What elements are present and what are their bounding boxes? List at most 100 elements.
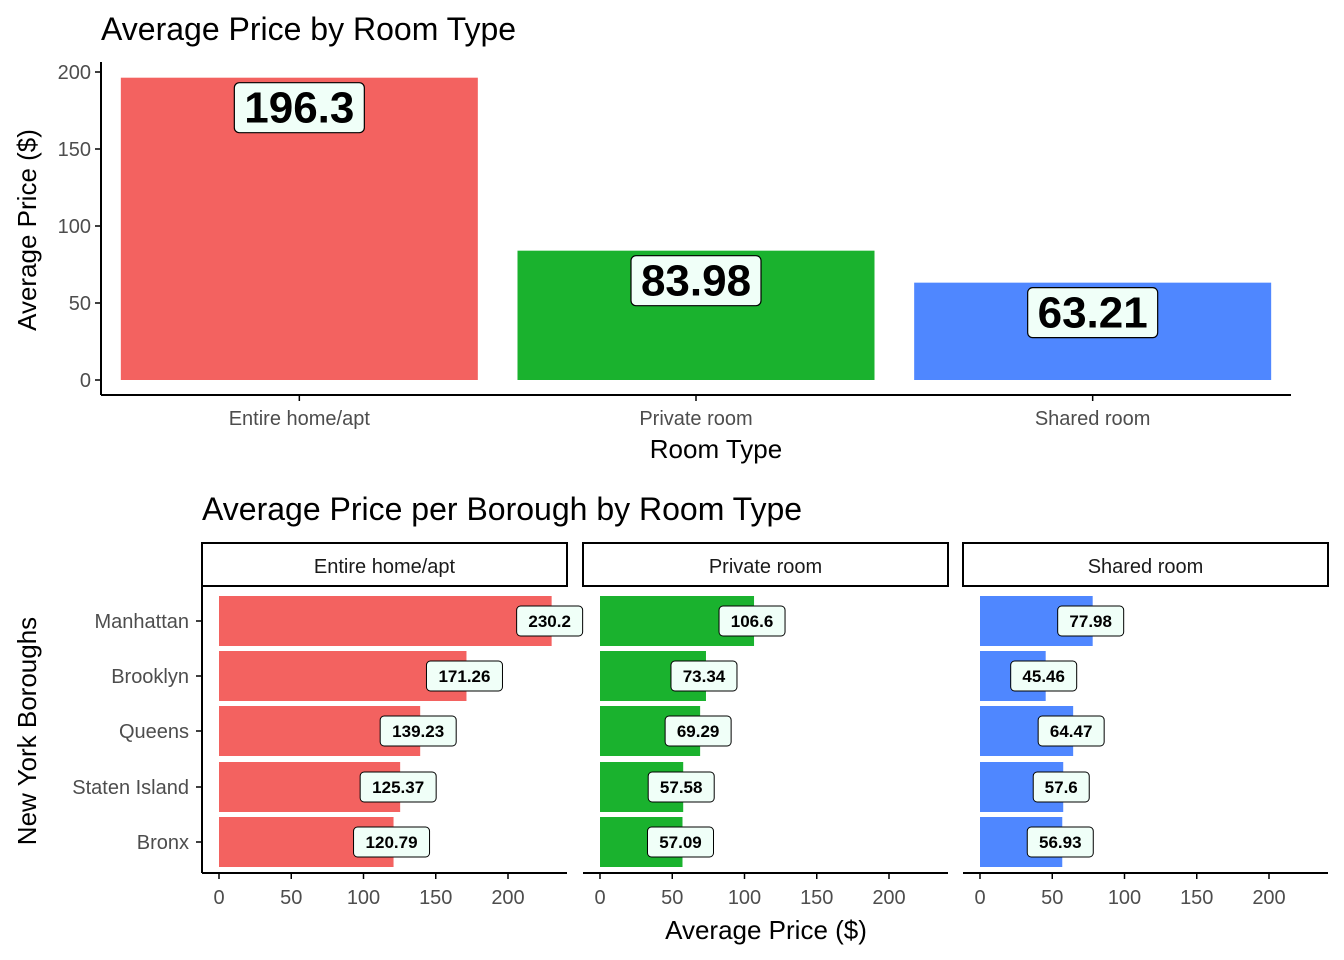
y-tick-label-staten-island: Staten Island	[72, 777, 189, 799]
x-tick-label: 50	[661, 887, 683, 909]
value-label-bronx: 120.79	[353, 826, 431, 858]
value-label-text: 171.26	[438, 667, 490, 686]
y-tick-label-brooklyn: Brooklyn	[111, 666, 189, 688]
facet-private-room: Private room 106.6 73.34 69.29 57.58 57.09 0 50…	[582, 542, 949, 909]
top-chart-x-axis-title: Room Type	[650, 434, 782, 464]
value-label-text: 69.29	[677, 722, 720, 741]
value-label-text: 56.93	[1039, 833, 1082, 852]
facet-shared-room: Shared room 77.98 45.46 64.47 57.6 56.93 0 50 10…	[962, 542, 1329, 909]
value-label-brooklyn: 73.34	[670, 660, 738, 692]
value-label-box	[1057, 605, 1125, 637]
value-label-box	[647, 771, 715, 803]
value-label-manhattan: 106.6	[718, 605, 786, 637]
value-label-text: 230.2	[528, 612, 571, 631]
x-tick-label: 0	[974, 887, 985, 909]
value-label-text: 106.6	[731, 612, 774, 631]
facet-strip-label: Shared room	[1088, 556, 1204, 578]
x-tick-label: 0	[213, 887, 224, 909]
x-tick-label-private-room: Private room	[639, 408, 752, 430]
x-tick-label: 0	[594, 887, 605, 909]
x-tick-label: 200	[872, 887, 905, 909]
x-tick-label: 100	[347, 887, 380, 909]
top-chart-axes: Entire home/apt Private room Shared room 0 5…	[58, 62, 1291, 430]
value-label-box	[630, 255, 762, 307]
value-label-manhattan: 230.2	[516, 605, 584, 637]
value-label-queens: 69.29	[664, 715, 732, 747]
value-label-box	[233, 82, 365, 134]
facet-strip	[201, 542, 568, 587]
value-label-text: 57.6	[1045, 778, 1078, 797]
facet-strip-label: Entire home/apt	[314, 556, 456, 578]
x-tick-label-entire-home-apt: Entire home/apt	[229, 408, 371, 430]
value-label-text: 73.34	[683, 667, 726, 686]
facet-entire-home-apt: Entire home/apt 230.2 171.26 139.23 125.37 12…	[201, 542, 584, 909]
value-label-text: 64.47	[1050, 722, 1093, 741]
x-tick-label: 150	[800, 887, 833, 909]
y-tick-label: 100	[58, 216, 91, 238]
value-label-text: 125.37	[372, 778, 424, 797]
bottom-chart-title: Average Price per Borough by Room Type	[202, 491, 802, 527]
y-tick-label: 150	[58, 139, 91, 161]
bottom-chart-y-axis-title: New York Boroughs	[12, 617, 42, 845]
value-label-box	[646, 826, 714, 858]
value-label-text: 120.79	[366, 833, 418, 852]
facet-strip-label: Private room	[709, 556, 822, 578]
top-chart-value-labels: 196.3 83.98 63.21	[233, 82, 1159, 339]
x-tick-label: 100	[728, 887, 761, 909]
value-label-box	[425, 660, 503, 692]
value-label-queens: 64.47	[1037, 715, 1105, 747]
value-label-box	[1026, 826, 1094, 858]
bottom-chart: Average Price per Borough by Room Type E…	[12, 491, 1329, 945]
value-label-box	[1010, 660, 1078, 692]
facet-strip	[962, 542, 1329, 587]
x-tick-label: 50	[280, 887, 302, 909]
value-label-bronx: 56.93	[1026, 826, 1094, 858]
x-tick-label: 100	[1108, 887, 1141, 909]
value-label-box	[379, 715, 457, 747]
value-label-bronx: 57.09	[646, 826, 714, 858]
value-label-private-room: 83.98	[630, 255, 762, 307]
y-tick-label-queens: Queens	[119, 721, 189, 743]
value-label-box	[718, 605, 786, 637]
value-label-text: 45.46	[1022, 667, 1065, 686]
value-label-text: 196.3	[244, 84, 354, 133]
value-label-staten-island: 125.37	[359, 771, 437, 803]
y-tick-label-manhattan: Manhattan	[94, 611, 189, 633]
value-label-staten-island: 57.6	[1032, 771, 1090, 803]
value-label-box	[359, 771, 437, 803]
value-label-queens: 139.23	[379, 715, 457, 747]
value-label-shared-room: 63.21	[1027, 287, 1159, 339]
x-tick-label: 50	[1041, 887, 1063, 909]
value-label-brooklyn: 171.26	[425, 660, 503, 692]
value-label-box	[664, 715, 732, 747]
value-label-text: 57.58	[660, 778, 703, 797]
value-label-text: 63.21	[1038, 289, 1148, 338]
y-tick-label: 50	[69, 293, 91, 315]
x-tick-label: 150	[419, 887, 452, 909]
value-label-text: 139.23	[392, 722, 444, 741]
bottom-chart-x-axis-title: Average Price ($)	[665, 915, 867, 945]
value-label-text: 57.09	[659, 833, 702, 852]
value-label-box	[516, 605, 584, 637]
value-label-staten-island: 57.58	[647, 771, 715, 803]
bar-brooklyn	[219, 651, 467, 701]
value-label-box	[670, 660, 738, 692]
y-tick-label: 0	[80, 370, 91, 392]
value-label-box	[1037, 715, 1105, 747]
value-label-entire-home-apt: 196.3	[233, 82, 365, 134]
facet-strip	[582, 542, 949, 587]
y-tick-label: 200	[58, 62, 91, 84]
x-tick-label: 200	[491, 887, 524, 909]
value-label-text: 77.98	[1069, 612, 1112, 631]
bottom-chart-y-axis: Manhattan Brooklyn Queens Staten Island Bron…	[72, 586, 203, 873]
value-label-box	[353, 826, 431, 858]
value-label-text: 83.98	[641, 257, 751, 306]
x-tick-label-shared-room: Shared room	[1035, 408, 1151, 430]
x-tick-label: 200	[1252, 887, 1285, 909]
top-chart-y-axis-title: Average Price ($)	[12, 129, 42, 331]
value-label-box	[1027, 287, 1159, 339]
top-chart: Average Price by Room Type 196.3 83.98 63.…	[12, 11, 1291, 464]
y-tick-label-bronx: Bronx	[137, 832, 189, 854]
value-label-brooklyn: 45.46	[1010, 660, 1078, 692]
